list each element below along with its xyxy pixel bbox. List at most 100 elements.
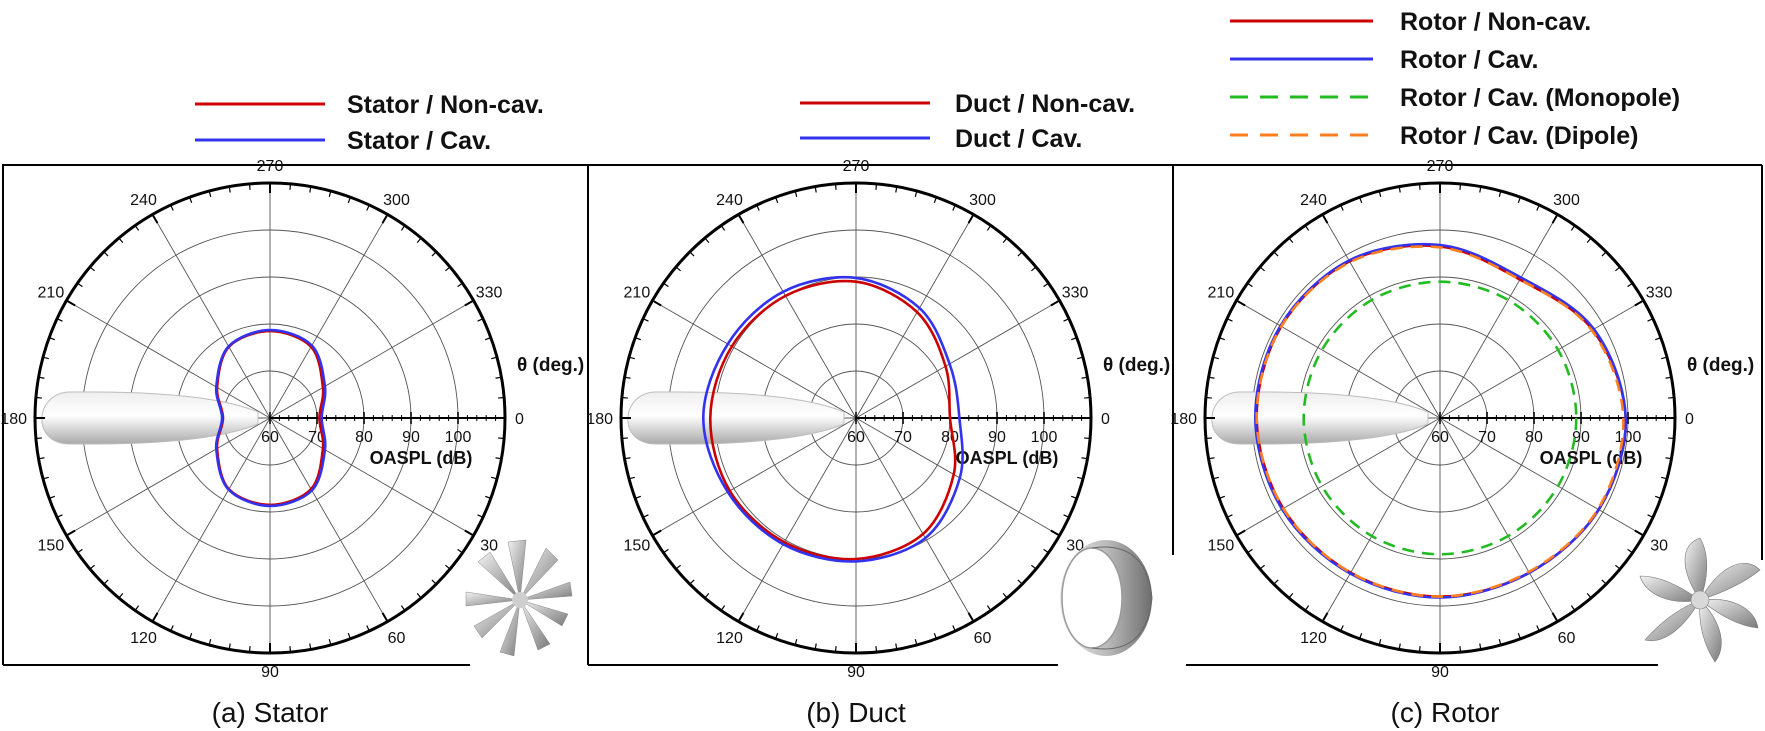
theta-tick-mark (1340, 625, 1344, 632)
theta-tick-mark (914, 639, 918, 646)
theta-tick-mark (1226, 514, 1233, 518)
theta-tick-label: 270 (257, 158, 284, 175)
panel-duct: 60 70 80 90 100 OASPL (dB) 0 30 60 90 120 150 180 210… (586, 90, 1170, 681)
theta-tick-mark (1304, 605, 1310, 611)
theta-tick-mark (416, 237, 422, 243)
grid-radial-line (855, 214, 974, 419)
theta-tick-label: 180 (1170, 411, 1197, 428)
theta-tick-mark (208, 639, 212, 646)
theta-tick-mark (103, 251, 109, 257)
theta-tick-mark (1665, 376, 1672, 379)
theta-tick-mark (952, 204, 956, 211)
theta-tick-mark (445, 564, 451, 570)
theta-tick-label: 150 (624, 538, 651, 555)
theta-tick-mark (756, 625, 760, 632)
theta-tick-mark (1031, 266, 1037, 272)
r-tick-label: 60 (847, 429, 865, 446)
theta-tick-mark (118, 593, 124, 599)
r-tick-label: 70 (1478, 429, 1496, 446)
theta-tick-mark (1627, 548, 1633, 554)
legend-label: Rotor / Cav. (Dipole) (1400, 122, 1638, 150)
theta-tick-label: 240 (130, 192, 157, 209)
theta-tick-mark (65, 299, 76, 307)
r-tick-label: 80 (941, 429, 959, 446)
theta-tick-label: 210 (624, 285, 651, 302)
theta-tick-mark (1259, 564, 1265, 570)
theta-tick-mark (289, 183, 292, 190)
theta-tick-mark (1063, 514, 1070, 518)
theta-tick-mark (328, 190, 332, 197)
theta-tick-mark (416, 593, 422, 599)
theta-tick-mark (1459, 183, 1462, 190)
theta-tick-mark (1570, 605, 1576, 611)
theta-tick-mark (56, 318, 63, 322)
theta-tick-mark (381, 612, 389, 623)
theta-tick-mark (794, 190, 798, 197)
r-tick-label: 90 (402, 429, 420, 446)
grid-radial-line (1439, 417, 1558, 622)
theta-tick-mark (1634, 529, 1645, 537)
theta-tick-mark (621, 396, 628, 399)
theta-tick-mark (1359, 632, 1363, 640)
theta-tick-mark (1226, 318, 1233, 322)
theta-tick-mark (775, 632, 779, 640)
theta-tick-mark (1668, 437, 1675, 440)
theta-tick-mark (704, 237, 710, 243)
theta-tick-label: 30 (1650, 538, 1668, 555)
theta-tick-mark (491, 476, 498, 480)
theta-tick-mark (1398, 186, 1401, 193)
theta-tick-mark (1321, 213, 1329, 224)
theta-tick-mark (1235, 529, 1246, 537)
theta-tick-mark (484, 337, 492, 341)
theta-tick-mark (628, 476, 635, 480)
panel-frames (2, 164, 1763, 666)
theta-tick-mark (491, 356, 498, 360)
theta-tick-mark (1479, 186, 1482, 193)
theta-tick-mark (1647, 318, 1654, 322)
theta-tick-mark (1205, 437, 1212, 440)
theta-tick-mark (634, 495, 642, 499)
theta-tick-mark (967, 612, 975, 623)
theta-tick-mark (77, 282, 83, 288)
theta-tick-mark (1459, 646, 1462, 653)
grid-radial-line (855, 417, 974, 622)
theta-tick-mark (1634, 299, 1645, 307)
theta-tick-mark (967, 213, 975, 224)
theta-tick-mark (457, 282, 463, 288)
theta-tick-mark (720, 225, 726, 231)
theta-tick-mark (628, 356, 635, 360)
theta-tick-mark (366, 204, 370, 211)
duct-geometry-image (1060, 540, 1153, 656)
theta-tick-mark (228, 643, 231, 650)
grid-radial-line (152, 417, 271, 622)
theta-tick-mark (289, 646, 292, 653)
theta-tick-mark (1615, 266, 1621, 272)
theta-tick-mark (1235, 299, 1246, 307)
theta-tick-label: 180 (0, 411, 27, 428)
grid-radial-line (1236, 417, 1441, 536)
theta-tick-mark (1418, 183, 1421, 190)
theta-tick-mark (1077, 476, 1084, 480)
grid-radial-line (66, 417, 271, 536)
theta-tick-label: 210 (1208, 285, 1235, 302)
theta-tick-label: 330 (1062, 285, 1089, 302)
theta-tick-mark (38, 457, 45, 460)
theta-tick-label: 0 (1101, 411, 1110, 428)
theta-tick-label: 330 (1646, 285, 1673, 302)
theta-tick-label: 90 (1431, 664, 1449, 681)
caption-rotor: (c) Rotor (1391, 697, 1500, 728)
theta-tick-mark (477, 318, 484, 322)
theta-tick-mark (814, 186, 817, 193)
theta-axis-label: θ (deg.) (1103, 355, 1170, 376)
theta-tick-mark (1498, 190, 1502, 197)
theta-tick-mark (651, 299, 662, 307)
theta-tick-mark (689, 579, 695, 585)
theta-tick-mark (1081, 457, 1088, 460)
theta-tick-label: 330 (476, 285, 503, 302)
legend-label: Stator / Non-cav. (347, 91, 544, 119)
theta-tick-mark (77, 548, 83, 554)
theta-tick-mark (495, 457, 502, 460)
grid-radial-line (855, 417, 1060, 536)
theta-tick-label: 300 (1553, 192, 1580, 209)
